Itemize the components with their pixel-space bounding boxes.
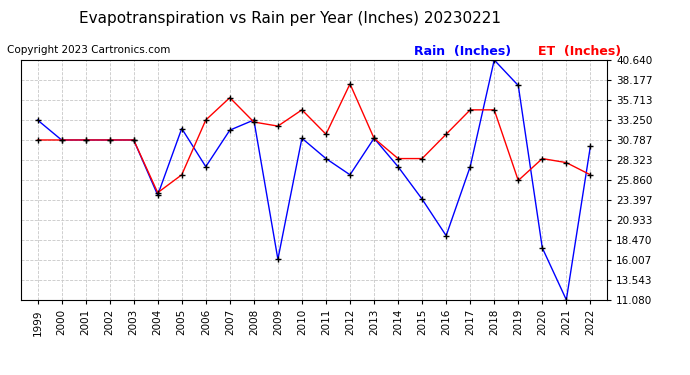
Text: Evapotranspiration vs Rain per Year (Inches) 20230221: Evapotranspiration vs Rain per Year (Inc… bbox=[79, 11, 501, 26]
Text: Copyright 2023 Cartronics.com: Copyright 2023 Cartronics.com bbox=[7, 45, 170, 55]
Text: ET  (Inches): ET (Inches) bbox=[538, 45, 621, 58]
Text: Rain  (Inches): Rain (Inches) bbox=[414, 45, 511, 58]
